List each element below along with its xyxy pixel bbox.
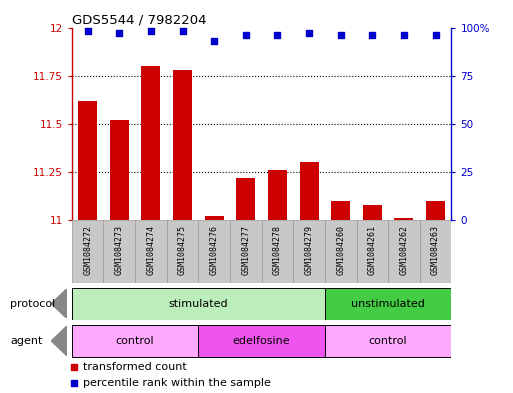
Point (210, 38, 219, 44)
Bar (268, 170, 287, 220)
Bar (420, 220, 451, 283)
Point (242, 32, 250, 39)
Bar (199, 325, 325, 357)
Text: GSM1084263: GSM1084263 (431, 225, 440, 275)
Text: GSM1084260: GSM1084260 (336, 225, 345, 275)
Text: GSM1084274: GSM1084274 (146, 225, 155, 275)
Polygon shape (51, 326, 67, 356)
Polygon shape (51, 289, 67, 318)
Bar (72, 325, 199, 357)
Bar (135, 220, 167, 283)
Text: GSM1084273: GSM1084273 (115, 225, 124, 275)
Bar (262, 220, 293, 283)
Bar (199, 220, 230, 283)
Text: control: control (116, 336, 154, 346)
Bar (236, 178, 255, 220)
Bar (173, 70, 192, 220)
Bar (167, 220, 199, 283)
Text: unstimulated: unstimulated (351, 299, 425, 309)
Text: GSM1084272: GSM1084272 (83, 225, 92, 275)
Bar (357, 220, 388, 283)
Bar (205, 216, 224, 220)
Bar (331, 201, 350, 220)
Point (179, 28, 187, 35)
Text: GSM1084279: GSM1084279 (305, 225, 313, 275)
Point (431, 32, 440, 39)
Text: control: control (369, 336, 407, 346)
Text: stimulated: stimulated (169, 299, 228, 309)
Point (400, 32, 408, 39)
Text: protocol: protocol (10, 299, 55, 309)
Point (84, 28, 92, 35)
Text: percentile rank within the sample: percentile rank within the sample (83, 378, 271, 388)
Point (368, 32, 377, 39)
Bar (72, 220, 104, 283)
Point (70, 364, 78, 370)
Text: GSM1084276: GSM1084276 (210, 225, 219, 275)
Bar (325, 220, 357, 283)
Point (305, 30, 313, 37)
Bar (72, 288, 325, 320)
Bar (394, 218, 413, 220)
Bar (142, 66, 161, 220)
Text: GSM1084261: GSM1084261 (368, 225, 377, 275)
Bar (300, 162, 319, 220)
Text: GDS5544 / 7982204: GDS5544 / 7982204 (72, 13, 206, 26)
Text: edelfosine: edelfosine (233, 336, 290, 346)
Point (147, 28, 155, 35)
Text: agent: agent (10, 336, 43, 346)
Text: transformed count: transformed count (83, 362, 187, 372)
Bar (230, 220, 262, 283)
Text: GSM1084262: GSM1084262 (400, 225, 408, 275)
Bar (388, 220, 420, 283)
Bar (110, 120, 129, 220)
Text: GSM1084275: GSM1084275 (178, 225, 187, 275)
Point (70, 380, 78, 386)
Point (337, 32, 345, 39)
Text: GSM1084278: GSM1084278 (273, 225, 282, 275)
Point (115, 30, 124, 37)
Bar (325, 288, 451, 320)
Bar (104, 220, 135, 283)
Bar (78, 101, 97, 220)
Point (273, 32, 282, 39)
Bar (293, 220, 325, 283)
Bar (363, 205, 382, 220)
Bar (426, 201, 445, 220)
Bar (325, 325, 451, 357)
Text: GSM1084277: GSM1084277 (241, 225, 250, 275)
